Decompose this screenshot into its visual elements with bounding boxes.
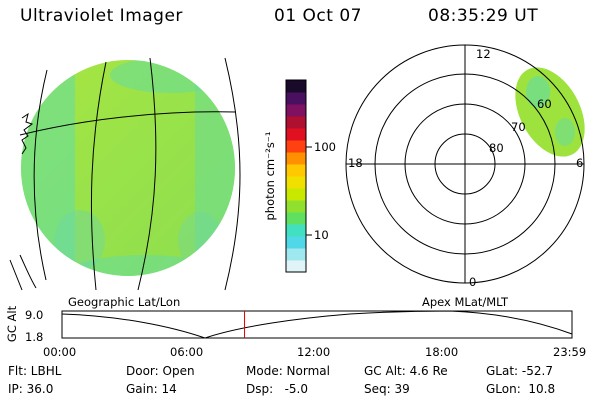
timeline-axis-title: GC Alt xyxy=(5,305,19,343)
timeline-xlabel-3: 18:00 xyxy=(425,345,459,359)
timeline-xlabel-0: 00:00 xyxy=(43,345,77,359)
polar-grid xyxy=(345,44,585,284)
info-glon: GLon: 10.8 xyxy=(486,382,556,396)
info-gc-alt: GC Alt: 4.6 Re xyxy=(364,364,448,378)
mlt-label-18: 18 xyxy=(348,156,363,170)
mlt-label-6: 6 xyxy=(576,156,584,170)
colorbar-frame xyxy=(285,79,307,273)
colorbar-segment xyxy=(286,116,306,129)
earth-disk-image xyxy=(9,57,241,291)
colorbar-segment xyxy=(286,80,306,93)
colorbar xyxy=(285,79,307,273)
colorbar-segment xyxy=(286,236,306,249)
colorbar-segment xyxy=(286,188,306,201)
polar-plot xyxy=(345,44,585,284)
orbit-altitude-curve xyxy=(61,310,573,339)
colorbar-tick-10: 10 xyxy=(314,228,329,242)
colorbar-segment xyxy=(286,164,306,177)
auroral-oval xyxy=(515,67,585,157)
timeline-frame xyxy=(61,310,573,339)
mlat-label-70: 70 xyxy=(511,120,526,134)
date-label: 01 Oct 07 xyxy=(274,6,362,26)
colorbar-segment xyxy=(286,140,306,153)
colorbar-segment xyxy=(286,176,306,189)
mlat-label-80: 80 xyxy=(489,141,504,155)
right-panel-caption: Apex MLat/MLT xyxy=(422,295,509,309)
timeline-xlabel-1: 06:00 xyxy=(170,345,204,359)
instrument-title: Ultraviolet Imager xyxy=(20,6,183,26)
mlat-label-60: 60 xyxy=(537,97,552,111)
geographic-grid xyxy=(9,57,241,291)
timeline-ylabel-top: 9.0 xyxy=(25,308,44,322)
time-label: 08:35:29 UT xyxy=(428,6,539,26)
info-ip: IP: 36.0 xyxy=(8,382,54,396)
mlt-label-12: 12 xyxy=(476,47,491,61)
colorbar-segment xyxy=(286,92,306,105)
colorbar-segment xyxy=(286,260,306,273)
timeline-xlabel-2: 12:00 xyxy=(297,345,331,359)
colorbar-segment xyxy=(286,200,306,213)
info-gain: Gain: 14 xyxy=(126,382,177,396)
colorbar-segment xyxy=(286,104,306,117)
colorbar-label: photon cm⁻²s⁻¹ xyxy=(263,131,277,221)
altitude-timeline xyxy=(61,310,573,339)
colorbar-segment xyxy=(286,248,306,261)
mlt-label-0: 0 xyxy=(469,275,477,289)
info-filter: Flt: LBHL xyxy=(8,364,62,378)
left-panel-caption: Geographic Lat/Lon xyxy=(68,295,181,309)
info-glat: GLat: -52.7 xyxy=(486,364,553,378)
coastline xyxy=(21,112,34,155)
timeline-ylabel-bottom: 1.8 xyxy=(25,330,44,344)
colorbar-segment xyxy=(286,212,306,225)
colorbar-tick-100: 100 xyxy=(314,140,336,154)
info-seq: Seq: 39 xyxy=(364,382,410,396)
timeline-xlabel-4: 23:59 xyxy=(553,345,587,359)
colorbar-segment xyxy=(286,128,306,141)
info-mode: Mode: Normal xyxy=(246,364,330,378)
info-dsp: Dsp: -5.0 xyxy=(246,382,309,396)
info-door: Door: Open xyxy=(126,364,195,378)
colorbar-segment xyxy=(286,152,306,165)
colorbar-ticks xyxy=(306,146,312,236)
colorbar-segment xyxy=(286,224,306,237)
